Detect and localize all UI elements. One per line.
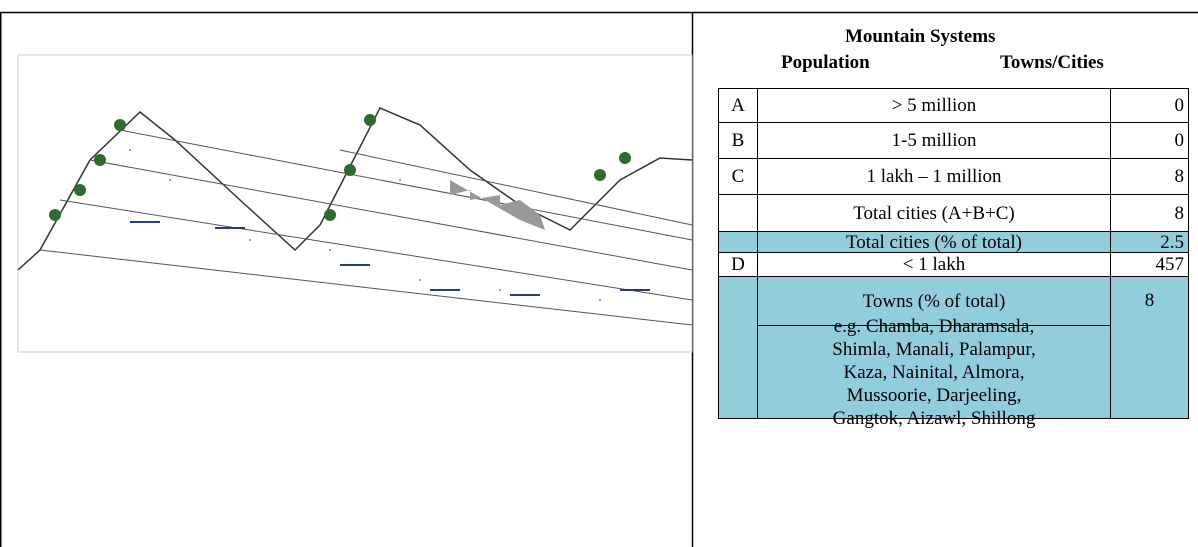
population-cell: 1-5 million <box>757 122 1111 159</box>
count-cell: 2.5 <box>1110 231 1189 253</box>
row-label: A <box>718 88 758 123</box>
column-header: Population <box>781 52 870 73</box>
row-label <box>718 231 758 253</box>
population-cell: 1 lakh – 1 million <box>757 158 1111 195</box>
example-line: Mussoorie, Darjeeling, <box>846 384 1022 406</box>
illustration <box>17 54 693 353</box>
example-line: Kaza, Nainital, Almora, <box>843 361 1025 383</box>
population-cell: < 1 lakh <box>757 252 1111 277</box>
row-label: B <box>718 122 758 159</box>
population-cell: Total cities (A+B+C) <box>757 194 1111 232</box>
example-cell: e.g. Chamba, Dharamsala, Shimla, Manali, … <box>757 316 1111 429</box>
count-cell: 0 <box>1110 122 1189 159</box>
population-cell: Total cities (% of total) <box>757 231 1111 253</box>
table-title: Mountain Systems <box>845 26 996 47</box>
row-label: C <box>718 158 758 195</box>
population-cell: > 5 million <box>757 88 1111 123</box>
example-line: Shimla, Manali, Palampur, <box>832 338 1036 360</box>
example-line: Gangtok, Aizawl, Shillong <box>832 407 1036 429</box>
count-cell: 8 <box>1110 194 1189 232</box>
row-label <box>718 276 758 419</box>
row-label: D <box>718 252 758 277</box>
example-line: e.g. Chamba, Dharamsala, <box>833 315 1035 337</box>
count-cell: 8 <box>1110 276 1189 419</box>
count-cell: 457 <box>1110 252 1189 277</box>
column-header: Towns/Cities <box>1000 52 1104 73</box>
count-cell: 8 <box>1110 158 1189 195</box>
population-cell: Towns (% of total) <box>757 276 1111 326</box>
count-cell: 0 <box>1110 88 1189 123</box>
row-label <box>718 194 758 232</box>
